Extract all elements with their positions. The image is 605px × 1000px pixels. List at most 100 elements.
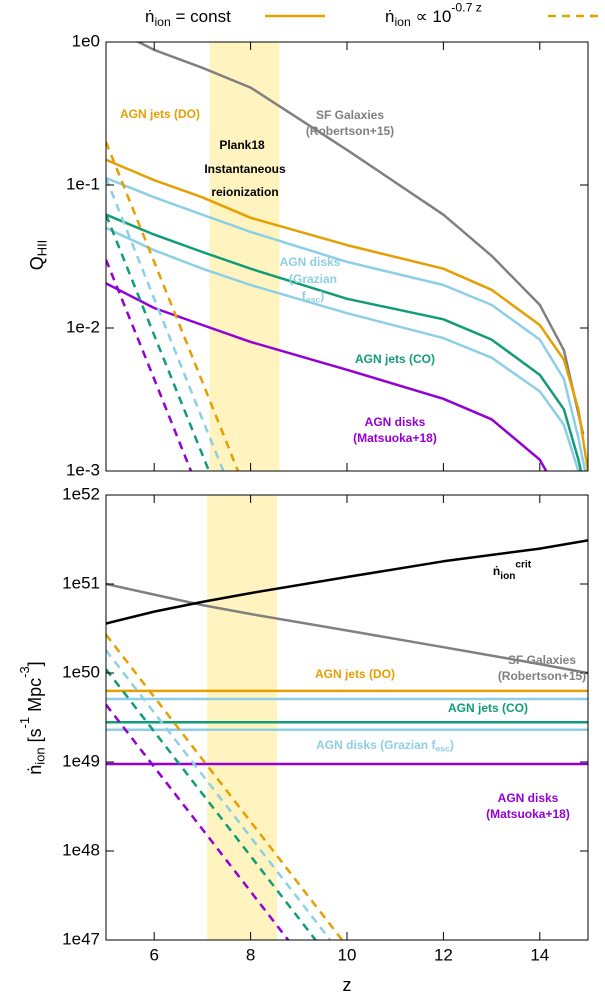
text-part: AGN disks [365,415,426,429]
text-part: AGN jets (DO) [315,667,395,681]
y-tick-label: 1e51 [62,573,100,592]
annotation: AGN disks [280,255,341,269]
text-part: -3 [18,666,33,678]
series-line [106,633,344,940]
series-line [106,582,588,675]
annotation: SF Galaxies [508,653,576,667]
text-part: = const [171,7,231,26]
text-part: ṅ [493,564,500,578]
text-part: Mpc [25,678,45,717]
series-group [106,42,588,471]
series-line [106,226,580,471]
series-line [135,42,585,435]
text-part: (Matsuoka+18) [353,431,437,445]
band [209,42,280,471]
series-line [106,649,332,940]
annotation: AGN jets (DO) [120,107,200,121]
legend-label: ṅion = const [145,7,231,29]
text-part: -0.7 z [451,1,482,15]
text-part: ion [394,15,411,29]
x-tick-label: 12 [434,945,453,964]
annotation: (Matsuoka+18) [353,431,437,445]
annotation: AGN jets (DO) [315,667,395,681]
y-tick-label: 1e50 [62,662,100,681]
annotation: Plank18 [219,138,265,152]
series-line [106,703,290,940]
text-part: ṅ [385,7,394,26]
text-part: [s [25,728,45,747]
x-tick-label: 10 [338,945,357,964]
y-tick-label: 1e0 [72,31,100,50]
series-line [106,668,318,940]
text-part: AGN jets (DO) [120,107,200,121]
text-part: Plank18 [219,138,265,152]
text-part: Instantaneous [204,162,286,176]
y-tick-label: 1e-2 [66,317,100,336]
text-part: ) [450,738,454,752]
text-part: esc [435,744,450,754]
text-part: SF Galaxies [316,108,384,122]
x-tick-label: 6 [149,945,158,964]
series-line [106,158,588,471]
y-tick-label: 1e-1 [66,174,100,193]
text-part: ion [154,15,171,29]
text-part: AGN jets (CO) [355,352,435,366]
text-part: (Robertson+15) [306,124,394,138]
y-axis-label: ṅion [s-1 Mpc-3] [18,661,48,774]
annotation: AGN jets (CO) [448,701,528,715]
annotation: fesc) [302,289,324,305]
x-tick-label: 14 [530,945,549,964]
annotation: SF Galaxies [316,108,384,122]
text-part: (Grazian [289,272,337,286]
text-part: AGN jets (CO) [448,701,528,715]
series-line [106,539,588,625]
text-part: crit [515,559,531,570]
x-axis-label: z [343,975,352,995]
annotation: reionization [211,185,278,199]
annotation: (Matsuoka+18) [486,807,570,821]
annotation: (Robertson+15) [306,124,394,138]
series-line [106,176,587,471]
series-line [106,141,240,471]
y-tick-label: 1e52 [62,484,100,503]
annotation: AGN jets (CO) [355,352,435,366]
text-part: HII [35,240,50,257]
text-part: ion [500,571,515,582]
series-line [106,213,583,471]
text-part: AGN disks (Grazian f [316,738,436,752]
text-part: ) [320,289,324,303]
text-part: AGN disks [498,791,559,805]
annotation: ṅioncrit [493,559,532,582]
text-part: SF Galaxies [508,653,576,667]
y-tick-label: 1e48 [62,840,100,859]
band [207,495,278,940]
text-part: ṅ [145,7,154,26]
annotation: AGN disks [498,791,559,805]
annotation: AGN disks (Grazian fesc) [316,738,454,754]
y-tick-label: 1e47 [62,929,100,948]
annotation: AGN disks [365,415,426,429]
y-tick-label: 1e49 [62,751,100,770]
text-part: AGN disks [280,255,341,269]
annotation: Instantaneous [204,162,286,176]
text-part: (Robertson+15) [498,669,586,683]
text-part: Q [27,256,47,270]
text-part: f [302,289,307,303]
text-part: reionization [211,185,278,199]
legend-label: ṅion ∝ 10-0.7 z [385,1,482,29]
text-part: ∝ 10 [411,7,452,26]
text-part: ] [25,661,45,666]
text-part: -1 [18,717,33,729]
text-part: ion [33,747,48,764]
y-axis-label: QHII [27,240,50,271]
annotation: (Robertson+15) [498,669,586,683]
text-part: esc [306,295,321,305]
series-line [106,282,548,471]
series-group [106,539,588,940]
annotation: (Grazian [289,272,337,286]
y-tick-label: 1e-3 [66,460,100,479]
text-part: (Matsuoka+18) [486,807,570,821]
text-part: ṅ [25,765,45,775]
x-tick-label: 8 [246,945,255,964]
